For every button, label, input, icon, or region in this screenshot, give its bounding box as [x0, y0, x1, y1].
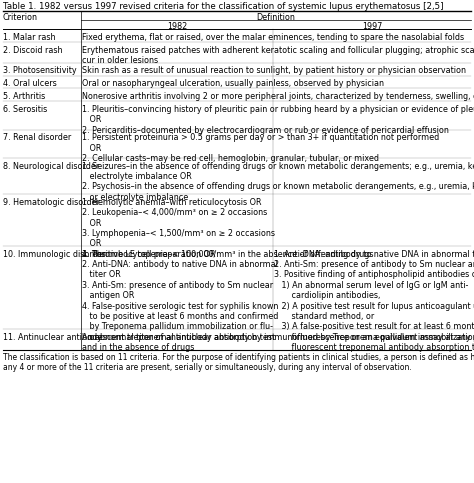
Text: 1982: 1982 [167, 22, 187, 30]
Text: Skin rash as a result of unusual reaction to sunlight, by patient history or phy: Skin rash as a result of unusual reactio… [82, 66, 466, 75]
Text: 8. Neurological disorder: 8. Neurological disorder [3, 161, 99, 170]
Text: Nonerosive arthritis involving 2 or more peripheral joints, characterized by ten: Nonerosive arthritis involving 2 or more… [82, 92, 474, 101]
Text: 7. Renal disorder: 7. Renal disorder [3, 133, 71, 142]
Text: Criterion: Criterion [3, 13, 38, 22]
Text: 5. Arthritis: 5. Arthritis [3, 92, 45, 101]
Text: Erythematous raised patches with adherent keratotic scaling and follicular plugg: Erythematous raised patches with adheren… [82, 46, 474, 65]
Text: Fixed erythema, flat or raised, over the malar eminences, tending to spare the n: Fixed erythema, flat or raised, over the… [82, 33, 464, 42]
Text: Oral or nasopharyngeal ulceration, usually painless, observed by physician: Oral or nasopharyngeal ulceration, usual… [82, 79, 384, 88]
Text: The classification is based on 11 criteria. For the purpose of identifying patie: The classification is based on 11 criter… [3, 353, 474, 372]
Text: 1. Malar rash: 1. Malar rash [3, 33, 55, 42]
Text: An abnormal titer of antinuclear antibody by immunofluorescence or an equivalent: An abnormal titer of antinuclear antibod… [82, 332, 474, 352]
Text: 9. Hematologic disorder: 9. Hematologic disorder [3, 198, 100, 207]
Text: 1. Pleuritis–convincing history of pleuritic pain or rubbing heard by a physicia: 1. Pleuritis–convincing history of pleur… [82, 105, 474, 134]
Text: 1997: 1997 [362, 22, 382, 30]
Text: 11. Antinuclear antibody: 11. Antinuclear antibody [3, 332, 102, 341]
Text: 2. Discoid rash: 2. Discoid rash [3, 46, 63, 55]
Text: 1. Seizures–in the absence of offending drugs or known metabolic derangements; e: 1. Seizures–in the absence of offending … [82, 161, 474, 202]
Text: 1. Hemolytic anemia–with reticulocytosis OR
2. Leukopenia–< 4,000/mm³ on ≥ 2 occ: 1. Hemolytic anemia–with reticulocytosis… [82, 198, 374, 259]
Text: 1. Anti-DNA: antibody to native DNA in abnormal titer OR
2. Anti-Sm: presence of: 1. Anti-DNA: antibody to native DNA in a… [274, 250, 474, 352]
Text: Table 1. 1982 versus 1997 revised criteria for the classification of systemic lu: Table 1. 1982 versus 1997 revised criter… [3, 2, 444, 11]
Text: 1. Persistent proteinuria > 0.5 grams per day or > than 3+ if quantitation not p: 1. Persistent proteinuria > 0.5 grams pe… [82, 133, 439, 163]
Text: Definition: Definition [256, 13, 295, 22]
Text: 4. Oral ulcers: 4. Oral ulcers [3, 79, 57, 88]
Text: 10. Immunologic disorder: 10. Immunologic disorder [3, 250, 106, 258]
Text: 1. Positive LE cell preparation OR
2. Anti-DNA: antibody to native DNA in abnorm: 1. Positive LE cell preparation OR 2. An… [82, 250, 278, 341]
Text: 3. Photosensitivity: 3. Photosensitivity [3, 66, 77, 75]
Text: 6. Serositis: 6. Serositis [3, 105, 47, 114]
